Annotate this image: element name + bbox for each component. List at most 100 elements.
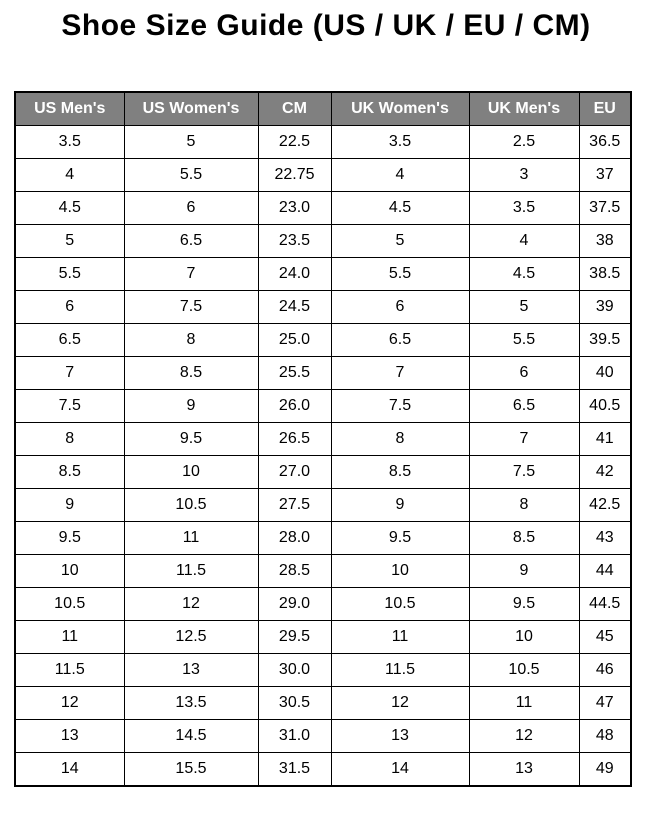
size-cell: 22.5 — [257, 125, 332, 159]
size-cell: 7 — [330, 356, 470, 390]
column-header-eu: EU — [578, 91, 632, 126]
table-body: 3.5 5 22.5 3.5 2.5 36.5 4 5.5 22.75 4 3 37 4.5 6 23.0 4… — [14, 125, 632, 787]
size-cell: 23.5 — [257, 224, 332, 258]
size-cell: 12 — [330, 686, 470, 720]
size-cell: 3.5 — [14, 125, 125, 159]
size-cell: 8.5 — [14, 455, 125, 489]
table-row: 10.5 12 29.0 10.5 9.5 44.5 — [14, 587, 632, 621]
column-header-us-mens: US Men's — [14, 91, 125, 126]
table-row: 9.5 11 28.0 9.5 8.5 43 — [14, 521, 632, 555]
size-cell: 28.0 — [257, 521, 332, 555]
size-cell: 14 — [330, 752, 470, 787]
size-cell: 39 — [578, 290, 632, 324]
size-cell: 15.5 — [123, 752, 259, 787]
size-cell: 7 — [123, 257, 259, 291]
table-row: 5.5 7 24.0 5.5 4.5 38.5 — [14, 257, 632, 291]
size-cell: 24.0 — [257, 257, 332, 291]
table-row: 7.5 9 26.0 7.5 6.5 40.5 — [14, 389, 632, 423]
table-row: 3.5 5 22.5 3.5 2.5 36.5 — [14, 125, 632, 159]
size-cell: 7 — [468, 422, 580, 456]
size-cell: 39.5 — [578, 323, 632, 357]
size-cell: 10 — [14, 554, 125, 588]
size-cell: 8 — [330, 422, 470, 456]
size-cell: 10.5 — [330, 587, 470, 621]
size-cell: 10.5 — [123, 488, 259, 522]
size-cell: 29.5 — [257, 620, 332, 654]
size-cell: 3.5 — [330, 125, 470, 159]
size-cell: 11 — [14, 620, 125, 654]
size-cell: 41 — [578, 422, 632, 456]
size-cell: 28.5 — [257, 554, 332, 588]
size-cell: 30.0 — [257, 653, 332, 687]
size-cell: 7 — [14, 356, 125, 390]
size-cell: 5.5 — [330, 257, 470, 291]
size-cell: 8.5 — [123, 356, 259, 390]
size-cell: 30.5 — [257, 686, 332, 720]
size-cell: 6.5 — [468, 389, 580, 423]
size-cell: 38.5 — [578, 257, 632, 291]
size-cell: 4.5 — [468, 257, 580, 291]
table-row: 11 12.5 29.5 11 10 45 — [14, 620, 632, 654]
size-cell: 4.5 — [14, 191, 125, 225]
shoe-size-table: US Men's US Women's CM UK Women's UK Men… — [14, 91, 632, 787]
size-cell: 10 — [330, 554, 470, 588]
column-header-us-womens: US Women's — [123, 91, 259, 126]
size-cell: 3.5 — [468, 191, 580, 225]
size-cell: 11 — [123, 521, 259, 555]
size-cell: 14 — [14, 752, 125, 787]
size-cell: 45 — [578, 620, 632, 654]
size-cell: 9.5 — [468, 587, 580, 621]
size-cell: 29.0 — [257, 587, 332, 621]
size-cell: 43 — [578, 521, 632, 555]
size-cell: 6 — [330, 290, 470, 324]
column-header-cm: CM — [257, 91, 332, 126]
size-cell: 9 — [330, 488, 470, 522]
size-cell: 8 — [14, 422, 125, 456]
size-cell: 8.5 — [468, 521, 580, 555]
size-cell: 8.5 — [330, 455, 470, 489]
size-cell: 4.5 — [330, 191, 470, 225]
table-row: 10 11.5 28.5 10 9 44 — [14, 554, 632, 588]
size-cell: 7.5 — [14, 389, 125, 423]
size-cell: 8 — [123, 323, 259, 357]
size-cell: 27.0 — [257, 455, 332, 489]
size-cell: 36.5 — [578, 125, 632, 159]
size-cell: 25.0 — [257, 323, 332, 357]
size-cell: 11.5 — [14, 653, 125, 687]
size-cell: 8 — [468, 488, 580, 522]
size-cell: 9.5 — [330, 521, 470, 555]
size-cell: 4 — [330, 158, 470, 192]
size-cell: 47 — [578, 686, 632, 720]
table-row: 6 7.5 24.5 6 5 39 — [14, 290, 632, 324]
size-cell: 37 — [578, 158, 632, 192]
table-row: 7 8.5 25.5 7 6 40 — [14, 356, 632, 390]
size-cell: 27.5 — [257, 488, 332, 522]
table-row: 13 14.5 31.0 13 12 48 — [14, 719, 632, 753]
size-cell: 6 — [468, 356, 580, 390]
size-cell: 13 — [14, 719, 125, 753]
table-row: 11.5 13 30.0 11.5 10.5 46 — [14, 653, 632, 687]
size-cell: 5.5 — [14, 257, 125, 291]
table-row: 4 5.5 22.75 4 3 37 — [14, 158, 632, 192]
size-cell: 24.5 — [257, 290, 332, 324]
size-cell: 6 — [14, 290, 125, 324]
size-cell: 7.5 — [330, 389, 470, 423]
size-cell: 31.5 — [257, 752, 332, 787]
size-cell: 10.5 — [14, 587, 125, 621]
size-cell: 11.5 — [330, 653, 470, 687]
size-cell: 5 — [330, 224, 470, 258]
size-cell: 13.5 — [123, 686, 259, 720]
size-cell: 9 — [14, 488, 125, 522]
size-cell: 11.5 — [123, 554, 259, 588]
size-cell: 10 — [468, 620, 580, 654]
size-cell: 48 — [578, 719, 632, 753]
table-row: 8 9.5 26.5 8 7 41 — [14, 422, 632, 456]
size-cell: 40.5 — [578, 389, 632, 423]
size-cell: 5 — [14, 224, 125, 258]
column-header-uk-mens: UK Men's — [468, 91, 580, 126]
size-cell: 6.5 — [14, 323, 125, 357]
size-cell: 44 — [578, 554, 632, 588]
size-cell: 5 — [468, 290, 580, 324]
size-cell: 5.5 — [468, 323, 580, 357]
